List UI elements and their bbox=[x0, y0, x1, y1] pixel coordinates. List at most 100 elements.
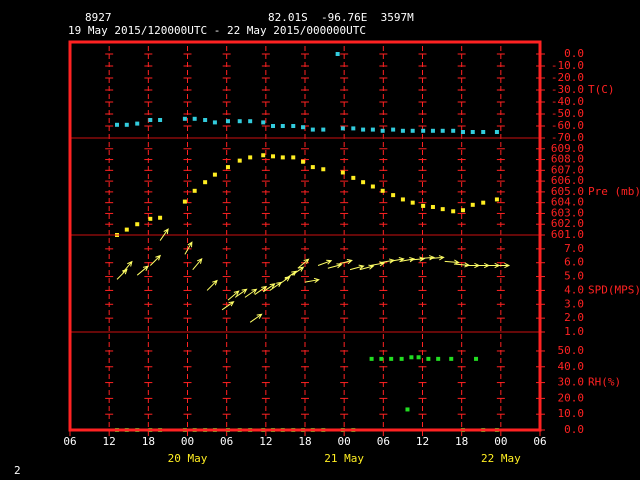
data-point bbox=[474, 356, 479, 361]
date-label: 21 May bbox=[324, 452, 364, 465]
data-point bbox=[421, 128, 426, 133]
wind-arrow bbox=[419, 255, 435, 261]
y-tick-label: 4.0 bbox=[564, 283, 584, 296]
date-label: 22 May bbox=[481, 452, 521, 465]
data-point bbox=[321, 167, 326, 172]
y-tick-label: -50.0 bbox=[551, 107, 584, 120]
data-point bbox=[380, 128, 385, 133]
data-point bbox=[261, 120, 266, 125]
wind-arrow bbox=[184, 241, 193, 255]
wind-arrow bbox=[136, 265, 149, 276]
data-point bbox=[470, 202, 475, 207]
y-tick-label: 20.0 bbox=[558, 391, 585, 404]
data-point bbox=[430, 204, 435, 209]
data-point bbox=[470, 130, 475, 134]
x-tick-label: 18 bbox=[298, 435, 311, 448]
data-point bbox=[361, 127, 366, 132]
x-tick-label: 12 bbox=[103, 435, 116, 448]
data-point bbox=[351, 175, 356, 180]
data-point bbox=[481, 200, 486, 205]
y-axis-label: Pre (mb) bbox=[588, 185, 640, 198]
data-point bbox=[225, 165, 230, 170]
data-point bbox=[261, 153, 266, 158]
data-point bbox=[440, 128, 445, 133]
wind-arrow bbox=[254, 285, 268, 295]
data-point bbox=[124, 227, 129, 232]
data-point bbox=[271, 154, 276, 159]
station-id: 8927 bbox=[85, 11, 112, 24]
data-point bbox=[380, 188, 385, 193]
data-point bbox=[182, 116, 187, 121]
data-point bbox=[451, 209, 456, 214]
data-point bbox=[158, 118, 163, 122]
x-tick-label: 00 bbox=[338, 435, 351, 448]
data-point bbox=[291, 155, 296, 160]
y-tick-label: 10.0 bbox=[558, 407, 585, 420]
frame bbox=[68, 40, 542, 432]
data-point bbox=[449, 356, 454, 361]
y-tick-label: -40.0 bbox=[551, 95, 584, 108]
wind-arrow bbox=[338, 259, 353, 265]
data-point bbox=[158, 215, 163, 220]
data-point bbox=[248, 119, 253, 124]
y-tick-label: 50.0 bbox=[558, 344, 585, 357]
wind-arrow bbox=[149, 254, 162, 266]
y-axis-label: SPD(MPS) bbox=[588, 283, 640, 296]
data-point bbox=[271, 124, 276, 128]
data-point bbox=[135, 121, 140, 126]
y-tick-label: 30.0 bbox=[558, 376, 585, 389]
data-point bbox=[212, 120, 217, 125]
data-point bbox=[379, 356, 384, 361]
data-point bbox=[203, 118, 208, 122]
y-tick-label: 606.0 bbox=[551, 174, 584, 187]
y-tick-label: 6.0 bbox=[564, 256, 584, 269]
x-tick-label: 00 bbox=[494, 435, 507, 448]
x-tick-label: 06 bbox=[533, 435, 546, 448]
wind-arrow bbox=[297, 258, 310, 269]
data-point bbox=[399, 356, 404, 361]
data-point bbox=[430, 128, 435, 133]
data-point bbox=[321, 127, 326, 132]
y-tick-label: 0.0 bbox=[564, 423, 584, 436]
wind-arrow bbox=[116, 268, 128, 280]
wind-arrow bbox=[444, 259, 460, 265]
x-tick-label: 18 bbox=[142, 435, 155, 448]
data-point bbox=[391, 193, 396, 198]
wind-arrow bbox=[494, 262, 511, 269]
y-tick-label: 604.0 bbox=[551, 196, 584, 209]
y-tick-label: 5.0 bbox=[564, 270, 584, 283]
data-point bbox=[115, 122, 119, 127]
data-point bbox=[310, 127, 315, 132]
wind-arrow bbox=[249, 313, 263, 323]
y-tick-label: -60.0 bbox=[551, 119, 584, 132]
data-point bbox=[400, 197, 405, 202]
data-point bbox=[426, 356, 431, 361]
wind-arrow bbox=[291, 266, 305, 276]
data-point bbox=[370, 184, 375, 189]
wind-arrow bbox=[327, 263, 343, 269]
wind-arrow bbox=[429, 255, 445, 261]
x-tick-label: 06 bbox=[63, 435, 76, 448]
data-point bbox=[340, 126, 345, 131]
data-point bbox=[389, 356, 394, 361]
data-point bbox=[405, 407, 410, 412]
data-point bbox=[460, 208, 465, 213]
wind-arrow bbox=[359, 264, 375, 271]
data-point bbox=[237, 119, 242, 124]
data-point bbox=[409, 355, 414, 360]
wind-arrow bbox=[221, 301, 235, 311]
y-tick-label: -10.0 bbox=[551, 59, 584, 72]
data-point bbox=[391, 127, 396, 132]
data-point bbox=[421, 203, 426, 208]
wind-arrow bbox=[244, 288, 258, 298]
data-point bbox=[301, 125, 306, 130]
wind-arrow bbox=[262, 283, 276, 293]
station-location: 82.01S -96.76E 3597M bbox=[268, 11, 414, 24]
y-tick-label: 7.0 bbox=[564, 242, 584, 255]
wind-arrow bbox=[159, 228, 169, 241]
data-point bbox=[460, 130, 465, 134]
data-point bbox=[370, 127, 375, 132]
wind-arrow bbox=[410, 256, 426, 262]
data-point bbox=[291, 124, 296, 128]
y-tick-label: -70.0 bbox=[551, 131, 584, 144]
